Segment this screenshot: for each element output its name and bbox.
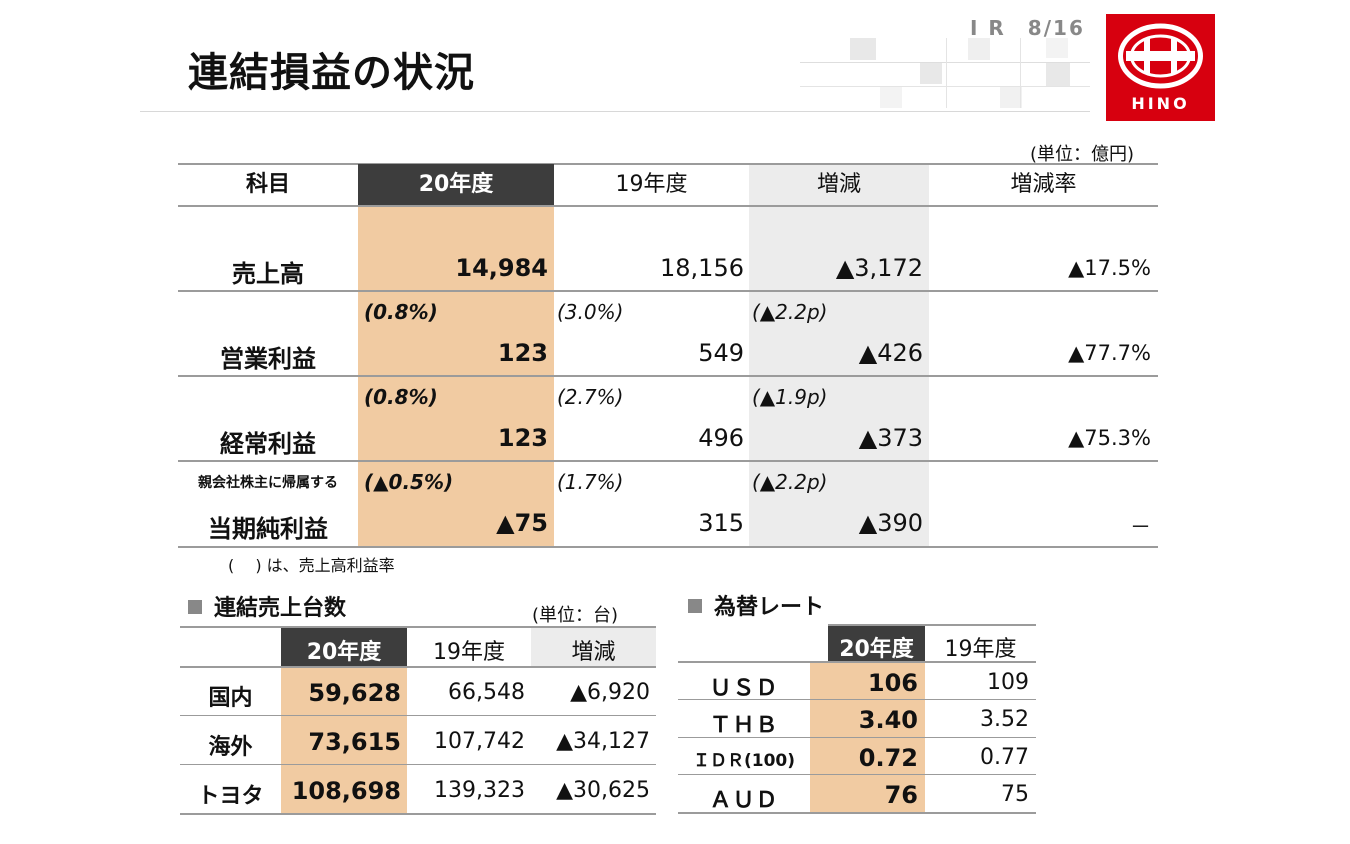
op-fy20: 123 <box>497 339 548 367</box>
units-col-fy19: 19年度 <box>433 640 505 665</box>
units-diff-header-bg <box>531 628 656 666</box>
fx-section-title: 為替レート <box>688 589 824 621</box>
ord-fy19-ratio: (2.7%) <box>557 385 624 409</box>
net-fy19: 315 <box>698 509 744 537</box>
fx-usd-fy19: 109 <box>987 670 1029 695</box>
ord-diff-ratio: (▲1.9p) <box>752 385 828 409</box>
diff-column-bg <box>749 164 929 547</box>
fx-col-fy20: 20年度 <box>839 637 914 662</box>
units-overseas-diff: ▲34,127 <box>556 729 650 754</box>
fx-aud-fy20: 76 <box>884 781 918 809</box>
units-toyota-fy19: 139,323 <box>434 778 525 803</box>
page-title: 連結損益の状況 <box>188 50 475 96</box>
op-fy20-ratio: (0.8%) <box>364 300 438 324</box>
fx-col-fy19: 19年度 <box>944 637 1017 662</box>
units-overseas-fy20: 73,615 <box>308 728 401 756</box>
fx-row-label-usd: ＵＳＤ <box>709 676 779 701</box>
net-diff: ▲390 <box>858 509 923 537</box>
title-divider <box>140 111 1090 112</box>
units-row-label-toyota: トヨタ <box>197 784 264 809</box>
fx-idr-fy19: 0.77 <box>980 745 1029 770</box>
row-sublabel-net: 親会社株主に帰属する <box>198 475 338 491</box>
net-fy19-ratio: (1.7%) <box>557 470 624 494</box>
ord-fy20-ratio: (0.8%) <box>364 385 438 409</box>
op-rate: ▲77.7% <box>1068 341 1151 365</box>
units-col-diff: 増減 <box>571 640 616 665</box>
net-fy20: ▲75 <box>496 509 548 537</box>
bullet-square-icon <box>188 600 202 614</box>
hino-logo: HINO <box>1106 14 1215 121</box>
units-col-fy20: 20年度 <box>306 640 382 665</box>
fx-row-label-aud: ＡＵＤ <box>709 788 779 813</box>
units-domestic-fy20: 59,628 <box>308 679 401 707</box>
fx-aud-fy19: 75 <box>1001 782 1029 807</box>
col-header-fy19: 19年度 <box>615 172 688 197</box>
net-rate: － <box>1130 515 1151 539</box>
units-fy20-header-bg <box>281 628 407 666</box>
table-note: ( ) は、売上高利益率 <box>228 556 395 575</box>
units-overseas-fy19: 107,742 <box>434 729 525 754</box>
fx-thb-fy19: 3.52 <box>980 707 1029 732</box>
fx-row-label-thb: ＴＨＢ <box>709 713 779 738</box>
units-row-label-domestic: 国内 <box>208 686 253 711</box>
units-toyota-fy20: 108,698 <box>291 777 401 805</box>
sales-fy20: 14,984 <box>455 254 548 282</box>
col-header-diff: 増減 <box>816 172 861 197</box>
units-domestic-fy19: 66,548 <box>448 680 525 705</box>
fx-fy20-col-bg <box>810 663 925 813</box>
page-number: I R 8/16 <box>970 16 1085 40</box>
units-domestic-diff: ▲6,920 <box>570 680 650 705</box>
units-unit-label: (単位：台) <box>532 605 619 626</box>
ord-rate: ▲75.3% <box>1068 426 1151 450</box>
row-label-sales: 売上高 <box>232 260 304 288</box>
op-diff: ▲426 <box>858 339 923 367</box>
fx-idr-fy20: 0.72 <box>858 744 918 772</box>
row-label-net: 当期純利益 <box>208 515 328 543</box>
net-diff-ratio: (▲2.2p) <box>752 470 828 494</box>
fx-thb-fy20: 3.40 <box>858 706 918 734</box>
row-label-operating: 営業利益 <box>220 345 316 373</box>
op-diff-ratio: (▲2.2p) <box>752 300 828 324</box>
sales-fy19: 18,156 <box>660 254 744 282</box>
row-label-ordinary: 経常利益 <box>220 430 316 458</box>
col-header-item: 科目 <box>245 172 290 197</box>
logo-text: HINO <box>1131 94 1190 113</box>
op-fy19: 549 <box>698 339 744 367</box>
bullet-square-icon <box>688 599 702 613</box>
ord-fy19: 496 <box>698 424 744 452</box>
units-row-label-overseas: 海外 <box>208 735 253 760</box>
units-toyota-diff: ▲30,625 <box>556 778 650 803</box>
units-section-title: 連結売上台数 <box>188 590 346 622</box>
hino-emblem-icon <box>1118 23 1203 89</box>
ord-diff: ▲373 <box>858 424 923 452</box>
fx-usd-fy20: 106 <box>867 669 918 697</box>
fx-fy20-header-bg <box>828 626 925 661</box>
sales-rate: ▲17.5% <box>1068 256 1151 280</box>
units-fy20-col-bg <box>281 668 407 814</box>
op-fy19-ratio: (3.0%) <box>557 300 624 324</box>
col-header-fy20: 20年度 <box>358 164 554 206</box>
ord-fy20: 123 <box>497 424 548 452</box>
sales-diff: ▲3,172 <box>835 254 923 282</box>
main-unit-label: (単位：億円) <box>1030 144 1135 165</box>
fx-row-label-idr: ＩＤＲ(100) <box>692 751 796 771</box>
net-fy20-ratio: (▲0.5%) <box>364 470 454 494</box>
col-header-rate: 増減率 <box>1010 172 1077 197</box>
